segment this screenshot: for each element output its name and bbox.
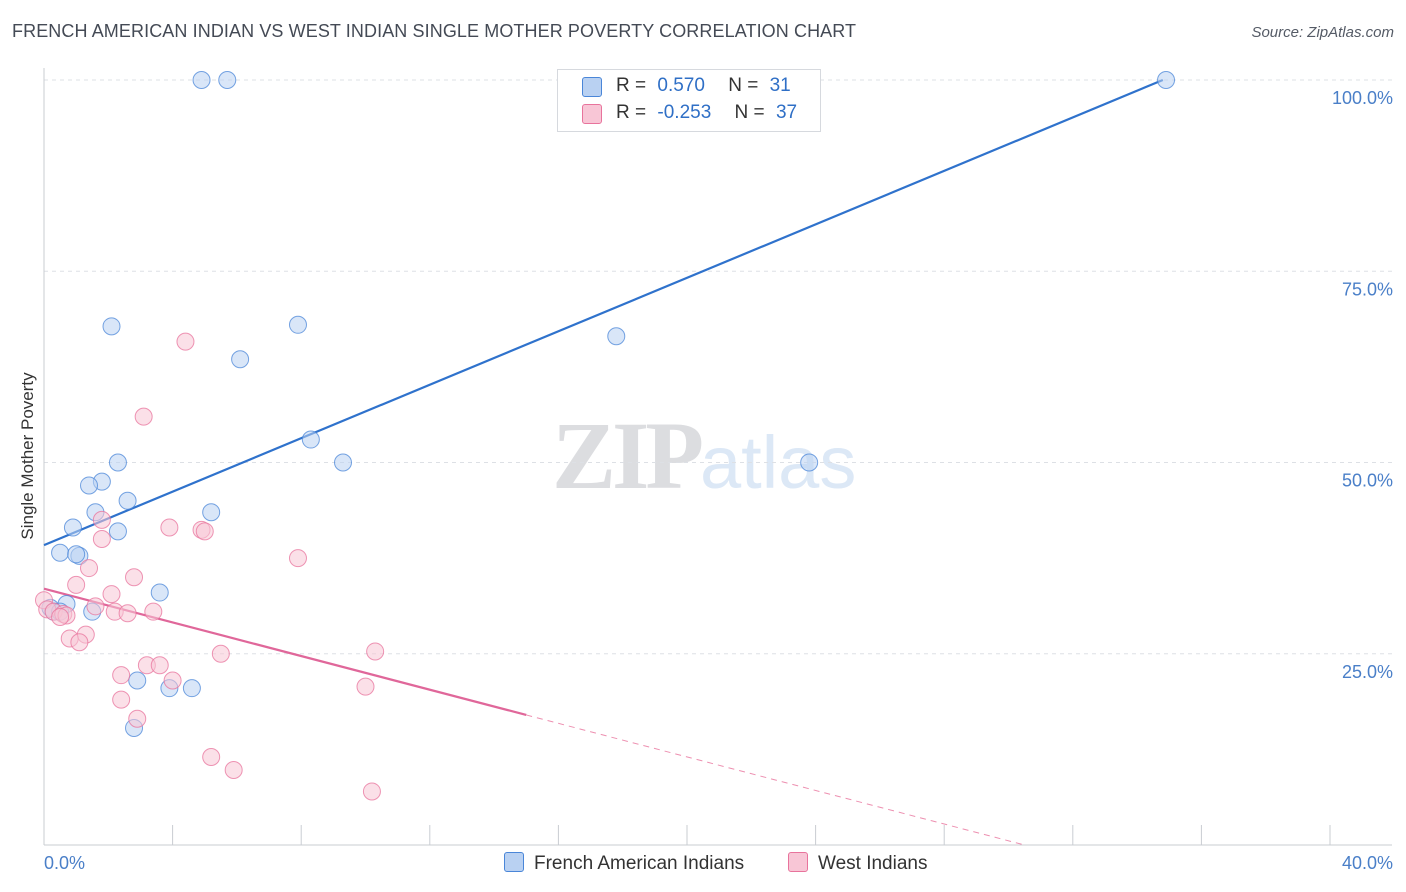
correlation-legend: R = 0.570 N = 31 R = -0.253 N = 37: [557, 69, 821, 132]
y-tick-label: 75.0%: [1342, 279, 1393, 299]
point-west: [70, 633, 89, 652]
bottom-legend-west: West Indians: [788, 852, 927, 875]
point-west: [128, 709, 147, 728]
point-french: [800, 453, 819, 472]
axis-labels: 25.0% 50.0% 75.0% 100.0% 0.0% 40.0% Single Mot…: [18, 88, 1393, 873]
point-west: [150, 656, 169, 675]
trend-line-french: [43, 78, 1164, 547]
point-west: [67, 575, 86, 594]
point-west: [112, 666, 131, 685]
point-west: [176, 332, 195, 351]
y-axis-title: Single Mother Poverty: [18, 372, 37, 540]
point-west: [86, 597, 105, 616]
bottom-legend-swatch-french: [504, 852, 524, 872]
point-french: [192, 71, 211, 89]
legend-n-label-west: N =: [734, 102, 765, 123]
point-french: [231, 350, 250, 369]
watermark-zip: ZIP: [552, 402, 704, 509]
source-label: Source: ZipAtlas.com: [1251, 24, 1394, 41]
point-west: [92, 510, 111, 529]
point-west: [202, 748, 221, 767]
legend-swatch-french: [582, 77, 602, 97]
point-west: [366, 642, 385, 661]
point-west: [224, 761, 243, 780]
point-french: [80, 476, 99, 495]
legend-n-label-french: N =: [728, 75, 759, 96]
x-tick-label-min: 0.0%: [44, 853, 85, 873]
legend-swatch-west: [582, 104, 602, 124]
point-west: [195, 522, 214, 541]
point-french: [51, 543, 70, 562]
point-french: [63, 518, 82, 537]
data-points: [35, 71, 1176, 801]
legend-n-value-west: 37: [775, 102, 798, 123]
point-west: [102, 585, 121, 604]
point-french: [218, 71, 237, 89]
point-west: [134, 407, 153, 426]
point-west: [362, 782, 381, 801]
point-french: [1157, 71, 1176, 89]
axes: [43, 68, 1392, 846]
chart-title: FRENCH AMERICAN INDIAN VS WEST INDIAN SI…: [12, 21, 857, 41]
gridlines: [44, 79, 1392, 655]
point-west: [51, 608, 70, 627]
point-french: [108, 522, 127, 541]
bottom-legend-swatch-west: [788, 852, 808, 872]
legend-r-label-french: R =: [616, 75, 647, 96]
legend-r-label-west: R =: [616, 102, 647, 123]
bottom-legend-label-west: West Indians: [818, 853, 928, 874]
legend-r-value-west: -0.253: [657, 102, 712, 123]
point-french: [67, 545, 86, 564]
point-french: [288, 315, 307, 334]
point-west: [80, 559, 99, 578]
trend-lines: [43, 78, 1164, 846]
point-french: [607, 327, 626, 346]
x-tick-label-max: 40.0%: [1342, 853, 1393, 873]
point-west: [288, 549, 307, 568]
bottom-legend-label-french: French American Indians: [534, 853, 745, 874]
point-west: [125, 568, 144, 587]
point-french: [150, 583, 169, 602]
point-west: [92, 530, 111, 548]
point-west: [118, 604, 137, 623]
legend-r-value-french: 0.570: [657, 75, 705, 96]
point-french: [182, 679, 201, 698]
legend-n-value-french: 31: [769, 75, 791, 96]
point-french: [333, 453, 352, 472]
bottom-legend-french: French American Indians: [504, 852, 744, 875]
point-french: [102, 317, 121, 336]
trend-line-west-extension: [526, 714, 1025, 846]
point-west: [163, 671, 182, 690]
point-west: [211, 644, 230, 663]
point-french: [128, 671, 147, 690]
point-french: [108, 453, 127, 472]
point-french: [118, 491, 137, 510]
point-west: [144, 602, 163, 621]
point-french: [301, 430, 320, 449]
point-west: [112, 690, 131, 709]
y-tick-label: 25.0%: [1342, 662, 1393, 682]
y-tick-label: 100.0%: [1332, 88, 1393, 108]
y-tick-label: 50.0%: [1342, 471, 1393, 491]
point-west: [356, 677, 375, 696]
point-french: [202, 503, 221, 522]
point-west: [160, 518, 179, 537]
